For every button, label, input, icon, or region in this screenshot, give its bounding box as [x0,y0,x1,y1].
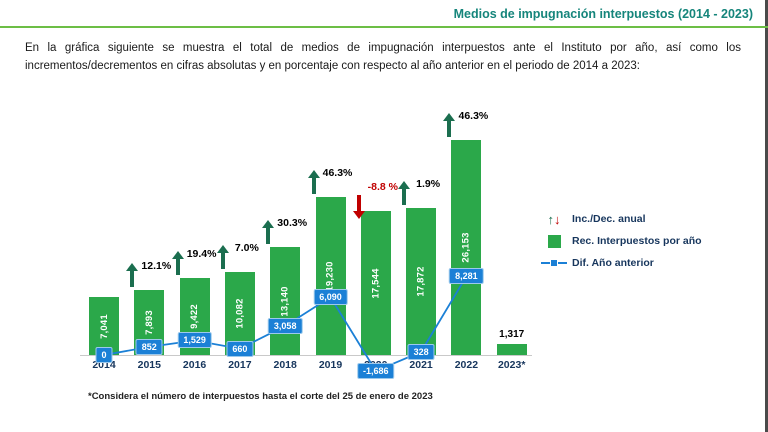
green-bar-icon [540,234,568,248]
legend-item-bars: Rec. Interpuestos por año [540,230,702,252]
bar-value: 1,317 [499,329,525,340]
increase-arrow [398,181,411,205]
diff-value-box-2014: 0 [95,347,113,363]
x-axis-label-2023*: 2023* [497,359,526,371]
bar-value: 9,422 [189,304,201,329]
increase-arrow [216,245,229,269]
diff-value-box-2016: 1,529 [177,332,212,349]
x-axis-label-2021: 2021 [409,359,433,371]
pct-change-2020: -8.8 % [367,181,398,193]
pct-change-2018: 30.3% [277,217,308,229]
legend-item-inc-dec: ↑ ↓ Inc./Dec. anual [540,208,702,230]
header-divider [0,26,768,28]
bar-value: 10,082 [234,298,246,329]
blue-line-marker-icon [540,260,568,266]
increase-arrow [262,220,275,244]
pct-change-2022: 46.3% [458,110,489,122]
increase-arrow [443,113,456,137]
bar-2019: 19,230 [315,197,346,355]
diff-value-box-2022: 8,281 [449,268,484,285]
diff-value-box-2015: 852 [135,338,163,355]
pct-change-2017: 7.0% [234,242,259,254]
bar-2020: 17,544 [360,211,391,355]
footnote: *Considera el número de interpuestos has… [88,391,433,402]
bar-value: 19,230 [325,260,337,292]
legend-label: Dif. Año anterior [572,257,654,269]
bar-2022: 26,153 [451,140,482,355]
increase-arrow [307,170,320,194]
x-axis-label-2017: 2017 [228,359,252,371]
pct-change-2015: 12.1% [141,260,172,272]
legend-item-diff-line: Dif. Año anterior [540,252,702,274]
pct-change-2016: 19.4% [186,248,217,260]
legend-label: Inc./Dec. anual [572,213,646,225]
diff-value-box-2017: 660 [226,340,254,357]
bar-2023* [496,344,527,355]
pct-change-2021: 1.9% [416,178,441,190]
increase-arrow [126,263,139,287]
intro-text: En la gráfica siguiente se muestra el to… [25,42,741,72]
chart-legend: ↑ ↓ Inc./Dec. anual Rec. Interpuestos por… [540,208,702,274]
pct-change-2019: 46.3% [322,167,353,179]
x-axis-label-2015: 2015 [137,359,161,371]
increase-arrow [171,251,184,275]
diff-value-box-2018: 3,058 [267,317,303,334]
x-axis-label-2022: 2022 [454,359,479,371]
inc-dec-arrows-icon: ↑ ↓ [547,211,561,227]
legend-label: Rec. Interpuestos por año [572,235,702,247]
x-axis-label-2016: 2016 [182,359,207,371]
diff-value-box-2020: -1,686 [357,363,395,380]
decrease-arrow [352,195,365,219]
diff-value-box-2019: 6,090 [313,289,348,306]
bar-2021: 17,872 [406,208,437,355]
bar-value: 17,544 [370,267,382,299]
diff-value-box-2021: 328 [407,343,435,360]
x-axis-line [80,355,532,356]
bar-value: 13,140 [279,285,291,317]
bar-value: 17,872 [415,266,427,297]
x-axis-label-2018: 2018 [273,359,297,371]
bar-value: 26,153 [460,232,472,263]
x-axis-label-2019: 2019 [318,359,343,371]
bar-value: 7,041 [98,313,110,339]
page-title: Medios de impugnación interpuestos (2014… [453,7,753,21]
bar-2018: 13,140 [270,247,301,355]
bar-value: 7,893 [143,310,155,335]
